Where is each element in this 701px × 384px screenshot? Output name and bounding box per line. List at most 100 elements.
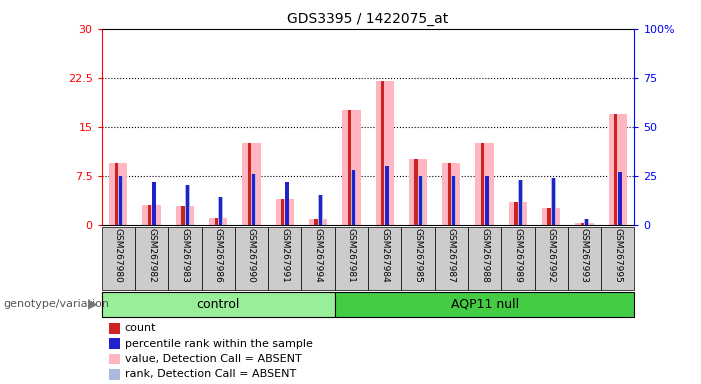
Bar bbox=[209, 218, 227, 225]
Bar bbox=[315, 219, 318, 225]
Text: control: control bbox=[196, 298, 240, 311]
Text: percentile rank within the sample: percentile rank within the sample bbox=[125, 339, 313, 349]
Bar bbox=[335, 292, 634, 317]
Bar bbox=[576, 223, 594, 225]
Bar bbox=[448, 163, 451, 225]
Bar bbox=[442, 163, 461, 225]
Bar bbox=[481, 143, 484, 225]
Bar bbox=[418, 176, 423, 225]
Text: GSM267987: GSM267987 bbox=[447, 228, 456, 283]
Bar bbox=[285, 182, 290, 225]
Text: GSM267982: GSM267982 bbox=[147, 228, 156, 283]
Bar bbox=[581, 223, 584, 225]
Bar bbox=[342, 111, 360, 225]
Text: GSM267995: GSM267995 bbox=[613, 228, 622, 283]
Bar bbox=[509, 202, 527, 225]
Text: GSM267991: GSM267991 bbox=[280, 228, 290, 283]
Bar bbox=[215, 218, 218, 225]
Text: GSM267985: GSM267985 bbox=[414, 228, 423, 283]
Bar bbox=[568, 227, 601, 290]
Text: GSM267989: GSM267989 bbox=[513, 228, 522, 283]
Bar bbox=[148, 205, 151, 225]
Bar bbox=[601, 227, 634, 290]
Bar bbox=[285, 182, 289, 225]
Bar bbox=[418, 176, 422, 225]
Bar bbox=[243, 143, 261, 225]
Bar bbox=[152, 182, 156, 225]
Bar bbox=[176, 206, 194, 225]
Bar bbox=[585, 219, 588, 225]
Bar bbox=[115, 163, 118, 225]
Bar bbox=[618, 172, 622, 225]
Bar bbox=[552, 178, 555, 225]
Bar bbox=[252, 174, 256, 225]
Text: GSM267984: GSM267984 bbox=[380, 228, 389, 283]
Bar bbox=[275, 199, 294, 225]
Text: GSM267983: GSM267983 bbox=[180, 228, 189, 283]
Bar bbox=[182, 206, 184, 225]
Bar bbox=[102, 227, 135, 290]
Bar bbox=[309, 219, 327, 225]
Bar bbox=[414, 159, 418, 225]
Bar bbox=[186, 185, 189, 225]
Bar bbox=[484, 176, 489, 225]
Bar bbox=[151, 182, 156, 225]
Text: genotype/variation: genotype/variation bbox=[4, 299, 109, 309]
Bar bbox=[435, 227, 468, 290]
Bar bbox=[551, 178, 556, 225]
Bar bbox=[218, 197, 223, 225]
Bar bbox=[118, 176, 123, 225]
Bar bbox=[248, 143, 251, 225]
Text: rank, Detection Call = ABSENT: rank, Detection Call = ABSENT bbox=[125, 369, 296, 379]
Bar bbox=[185, 185, 189, 225]
Bar bbox=[547, 209, 551, 225]
Text: GSM267988: GSM267988 bbox=[480, 228, 489, 283]
Text: GSM267992: GSM267992 bbox=[547, 228, 556, 283]
Bar bbox=[451, 176, 456, 225]
Bar bbox=[614, 114, 618, 225]
Bar bbox=[102, 292, 335, 317]
Bar bbox=[351, 170, 356, 225]
Text: ▶: ▶ bbox=[88, 298, 97, 311]
Bar bbox=[119, 176, 122, 225]
Text: GSM267981: GSM267981 bbox=[347, 228, 356, 283]
Text: GSM267990: GSM267990 bbox=[247, 228, 256, 283]
Bar bbox=[515, 202, 517, 225]
Bar bbox=[202, 227, 235, 290]
Bar bbox=[542, 209, 560, 225]
Bar bbox=[385, 166, 389, 225]
Text: GSM267994: GSM267994 bbox=[313, 228, 322, 283]
Text: value, Detection Call = ABSENT: value, Detection Call = ABSENT bbox=[125, 354, 301, 364]
Title: GDS3395 / 1422075_at: GDS3395 / 1422075_at bbox=[287, 12, 449, 26]
Bar bbox=[319, 195, 322, 225]
Bar bbox=[485, 176, 489, 225]
Bar bbox=[168, 227, 202, 290]
Bar bbox=[376, 81, 394, 225]
Bar bbox=[381, 81, 384, 225]
Text: GSM267993: GSM267993 bbox=[580, 228, 589, 283]
Bar bbox=[318, 195, 322, 225]
Bar bbox=[142, 205, 161, 225]
Bar bbox=[618, 172, 622, 225]
Bar bbox=[335, 227, 368, 290]
Bar bbox=[219, 197, 222, 225]
Bar bbox=[268, 227, 301, 290]
Text: GSM267980: GSM267980 bbox=[114, 228, 123, 283]
Bar bbox=[608, 114, 627, 225]
Bar bbox=[252, 174, 255, 225]
Bar bbox=[235, 227, 268, 290]
Bar bbox=[475, 143, 494, 225]
Bar bbox=[281, 199, 285, 225]
Bar bbox=[401, 227, 435, 290]
Bar bbox=[518, 180, 522, 225]
Text: AQP11 null: AQP11 null bbox=[451, 298, 519, 311]
Bar bbox=[301, 227, 335, 290]
Bar bbox=[409, 159, 427, 225]
Bar bbox=[519, 180, 522, 225]
Bar bbox=[468, 227, 501, 290]
Bar bbox=[109, 163, 128, 225]
Bar bbox=[352, 170, 355, 225]
Bar bbox=[368, 227, 401, 290]
Bar bbox=[585, 219, 589, 225]
Bar bbox=[135, 227, 168, 290]
